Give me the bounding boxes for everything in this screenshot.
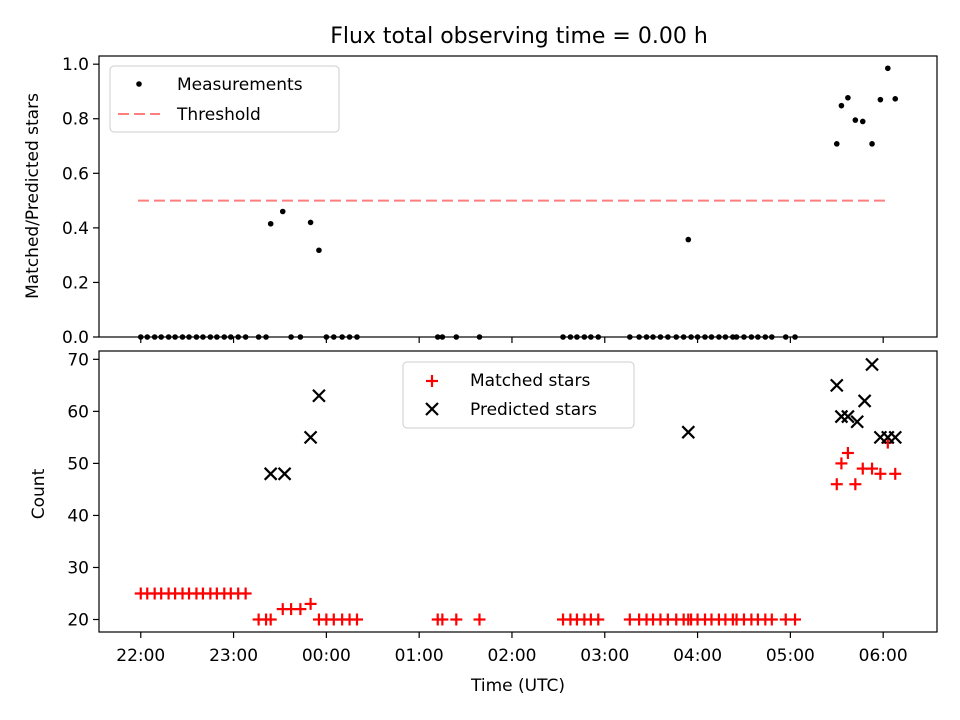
x-tick-label: 23:00 bbox=[209, 646, 258, 666]
measurement-point bbox=[845, 94, 851, 101]
legend-measurements-label: Measurements bbox=[177, 75, 303, 95]
legend-plus-marker-icon bbox=[426, 375, 438, 387]
matched-star-point bbox=[592, 613, 605, 626]
y-tick-label: 30 bbox=[67, 558, 89, 578]
measurement-point bbox=[869, 141, 875, 147]
top-panel: Flux total observing time = 0.00 h 0.00.… bbox=[23, 24, 938, 348]
predicted-star-point bbox=[888, 430, 903, 445]
measurement-point bbox=[685, 236, 692, 243]
legend-predicted-stars-label: Predicted stars bbox=[470, 400, 597, 420]
y-tick-label: 0.4 bbox=[62, 219, 89, 239]
matched-star-point bbox=[304, 597, 317, 610]
x-tick-label: 02:00 bbox=[487, 646, 536, 666]
matched-stars-points bbox=[134, 436, 902, 626]
y-tick-label: 0.2 bbox=[62, 273, 89, 293]
y-tick-label: 40 bbox=[67, 506, 89, 526]
y-tick-label: 0.8 bbox=[62, 110, 89, 130]
y-tick-label: 1.0 bbox=[62, 55, 89, 75]
top-y-ticks: 0.0 0.2 0.4 0.6 0.8 1.0 bbox=[62, 55, 99, 348]
y-tick-label: 70 bbox=[67, 350, 89, 370]
matched-star-point bbox=[866, 462, 879, 475]
measurement-point bbox=[885, 65, 891, 72]
bottom-y-ticks: 20 30 40 50 60 70 bbox=[67, 350, 99, 631]
legend-matched-stars-label: Matched stars bbox=[470, 371, 590, 391]
matched-star-point bbox=[436, 613, 449, 626]
matched-star-point bbox=[849, 478, 862, 491]
chart-title: Flux total observing time = 0.00 h bbox=[330, 24, 708, 49]
bottom-legend-frame bbox=[402, 361, 635, 429]
predicted-star-point bbox=[850, 414, 864, 429]
matched-star-point bbox=[835, 457, 848, 470]
measurement-point bbox=[316, 247, 322, 254]
top-legend-frame bbox=[109, 65, 340, 133]
matched-star-point bbox=[889, 467, 902, 480]
matched-star-point bbox=[264, 613, 277, 626]
matched-star-point bbox=[830, 478, 843, 491]
matched-star-point bbox=[294, 603, 307, 616]
y-tick-label: 60 bbox=[67, 402, 89, 422]
bottom-y-axis-label: Count bbox=[29, 468, 49, 519]
matched-star-point bbox=[789, 613, 802, 626]
top-legend: Measurements Threshold bbox=[109, 65, 340, 133]
top-axes-frame bbox=[98, 55, 938, 338]
x-tick-label: 03:00 bbox=[580, 646, 629, 666]
measurement-point bbox=[267, 220, 274, 227]
x-tick-label: 05:00 bbox=[766, 646, 815, 666]
bottom-axes-frame bbox=[98, 350, 938, 633]
matched-star-point bbox=[450, 613, 463, 626]
predicted-star-point bbox=[312, 388, 326, 403]
measurement-point bbox=[892, 96, 899, 102]
matched-star-point bbox=[239, 587, 252, 600]
predicted-star-point bbox=[277, 467, 292, 481]
x-tick-label: 00:00 bbox=[302, 646, 351, 666]
x-axis-label: Time (UTC) bbox=[470, 676, 565, 696]
x-tick-label: 01:00 bbox=[395, 646, 444, 666]
matched-star-point bbox=[350, 613, 363, 626]
y-tick-label: 20 bbox=[67, 611, 89, 631]
matched-star-point bbox=[874, 467, 887, 480]
predicted-star-point bbox=[681, 425, 696, 439]
predicted-star-point bbox=[857, 394, 872, 408]
predicted-stars-points bbox=[263, 357, 903, 481]
predicted-star-point bbox=[263, 467, 278, 481]
matched-star-point bbox=[841, 446, 854, 459]
bottom-x-ticks: 22:00 23:00 00:00 01:00 02:00 03:00 04:00 05:00… bbox=[116, 632, 908, 666]
x-tick-label: 04:00 bbox=[673, 646, 722, 666]
legend-dot-marker-icon bbox=[136, 81, 142, 87]
matched-star-point bbox=[473, 613, 486, 626]
measurement-point bbox=[833, 141, 840, 147]
bottom-panel: 20 30 40 50 60 70 22:00 23:00 00:00 01:00 02:00 03… bbox=[29, 350, 938, 696]
legend-threshold-label: Threshold bbox=[176, 105, 261, 125]
measurement-point bbox=[307, 219, 314, 226]
x-tick-label: 22:00 bbox=[116, 646, 165, 666]
y-tick-label: 0.6 bbox=[62, 164, 89, 184]
top-x-ticks bbox=[140, 337, 884, 343]
predicted-star-point bbox=[841, 409, 855, 424]
legend-x-marker-icon bbox=[425, 402, 439, 416]
measurement-point bbox=[877, 96, 884, 103]
y-tick-label: 0.0 bbox=[62, 328, 89, 348]
y-tick-label: 50 bbox=[67, 454, 89, 474]
matched-star-point bbox=[765, 613, 778, 626]
measurement-point bbox=[838, 102, 845, 109]
measurement-point bbox=[279, 208, 286, 215]
x-tick-label: 06:00 bbox=[859, 646, 908, 666]
bottom-legend: Matched stars Predicted stars bbox=[402, 361, 635, 429]
predicted-star-point bbox=[865, 357, 879, 372]
measurement-point bbox=[852, 117, 859, 123]
predicted-star-point bbox=[834, 409, 849, 424]
measurement-point bbox=[859, 118, 866, 125]
predicted-star-point bbox=[303, 430, 318, 445]
top-y-axis-label: Matched/Predicted stars bbox=[23, 93, 43, 299]
predicted-star-point bbox=[829, 378, 844, 393]
